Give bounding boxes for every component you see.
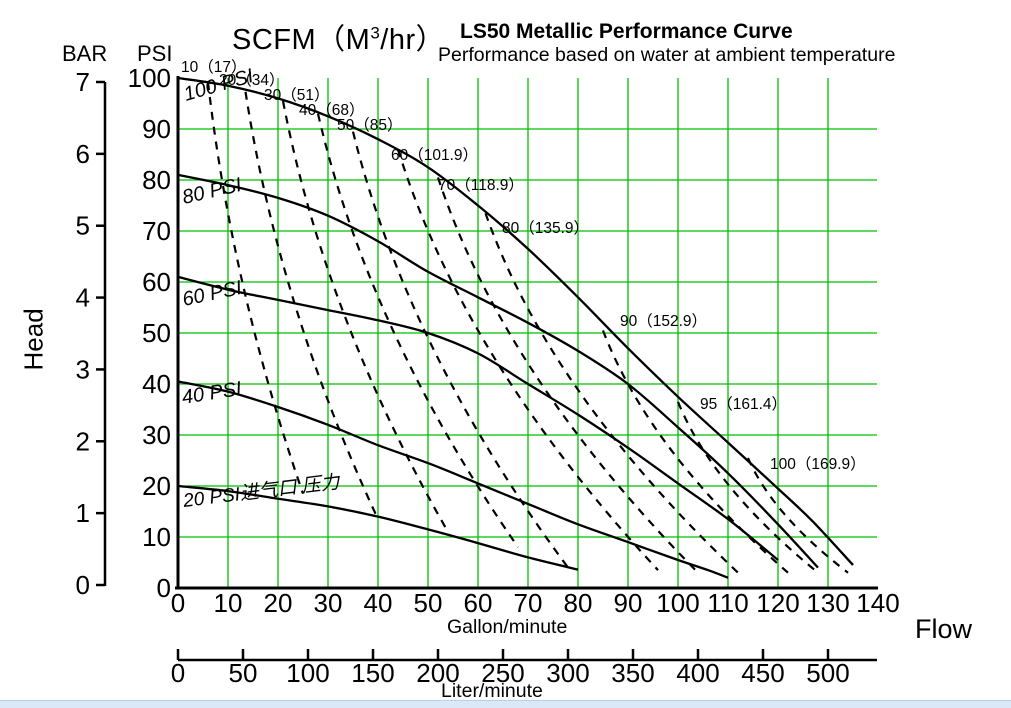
scfm-50-curve [351, 131, 569, 569]
scfm-title-suffix: /hr） [380, 24, 446, 56]
scfm-30-curve [281, 100, 449, 533]
gallon-tick-label-100: 100 [656, 588, 699, 618]
scfm-10-label: 10（17） [181, 59, 246, 76]
liter-tick-label-300: 300 [546, 658, 589, 688]
psi-tick-label-60: 60 [142, 267, 171, 297]
gallon-tick-label-30: 30 [314, 588, 343, 618]
gallon-tick-label-80: 80 [564, 588, 593, 618]
gallon-tick-label-120: 120 [756, 588, 799, 618]
scfm-90-curve [601, 330, 789, 574]
bar-axis-header: BAR [62, 41, 108, 66]
liter-axis-label: Liter/minute [441, 680, 543, 702]
gallon-tick-label-130: 130 [806, 588, 849, 618]
gallon-tick-label-10: 10 [214, 588, 243, 618]
20-psi-curve [177, 484, 579, 571]
bar-tick-label-7: 7 [76, 67, 90, 97]
liter-tick-label-450: 450 [741, 658, 784, 688]
gallon-tick-label-0: 0 [171, 588, 185, 618]
psi-tick-label-20: 20 [142, 471, 171, 501]
gallon-tick-label-140: 140 [856, 588, 899, 618]
60-psi-curve [177, 275, 779, 561]
liter-tick-label-250: 250 [481, 658, 524, 688]
gallon-tick-label-20: 20 [264, 588, 293, 618]
psi-tick-label-80: 80 [142, 165, 171, 195]
80-psi-curve [177, 173, 819, 569]
gallon-tick-label-50: 50 [414, 588, 443, 618]
psi-tick-label-0: 0 [157, 573, 171, 603]
x-axis-label-flow: Flow [915, 614, 973, 644]
scfm-20-curve [244, 91, 379, 520]
bottom-divider [0, 700, 1011, 708]
gallon-tick-label-90: 90 [614, 588, 643, 618]
gallon-tick-label-60: 60 [464, 588, 493, 618]
scfm-90-label: 90（152.9） [620, 313, 707, 330]
scfm-70-label: 70（118.9） [438, 177, 524, 194]
psi-tick-label-40: 40 [142, 369, 171, 399]
scfm-axis-title: SCFM（M3/hr） [232, 16, 445, 58]
bar-tick-label-5: 5 [76, 211, 90, 241]
scfm-60-label: 60（101.9） [391, 147, 478, 164]
20-psi-curve-label: 20 PSI进气口 压力 [181, 472, 343, 512]
liter-tick-label-100: 100 [286, 658, 329, 688]
bar-tick-label-6: 6 [76, 139, 90, 169]
psi-tick-label-70: 70 [142, 216, 171, 246]
scfm-title-prefix: SCFM（M [232, 24, 371, 56]
bar-tick-label-0: 0 [76, 570, 90, 600]
liter-tick-label-50: 50 [229, 658, 258, 688]
psi-tick-label-90: 90 [142, 114, 171, 144]
scfm-20-label: 20（34） [219, 72, 284, 89]
scfm-title-sup: 3 [370, 23, 381, 43]
gallon-tick-label-40: 40 [364, 588, 393, 618]
scfm-40-curve [316, 113, 519, 548]
psi-tick-label-50: 50 [142, 318, 171, 348]
bar-tick-label-4: 4 [76, 283, 90, 313]
psi-axis-header: PSI [137, 41, 173, 66]
bar-tick-label-1: 1 [76, 498, 90, 528]
scfm-100-label: 100（169.9） [770, 456, 866, 473]
gallon-axis-label: Gallon/minute [447, 616, 568, 638]
liter-tick-label-350: 350 [611, 658, 654, 688]
scfm-95-label: 95（161.4） [700, 396, 787, 413]
scfm-80-curve [484, 212, 739, 574]
chart-title: LS50 Metallic Performance Curve [460, 20, 793, 43]
scfm-10-curve [206, 81, 305, 494]
40-psi-curve [177, 380, 729, 579]
liter-tick-label-0: 0 [171, 658, 185, 688]
bar-tick-label-3: 3 [76, 354, 90, 384]
scfm-30-label: 30（51） [264, 87, 329, 104]
100-psi-curve [177, 76, 854, 566]
liter-tick-label-200: 200 [416, 658, 459, 688]
liter-tick-label-150: 150 [351, 658, 394, 688]
scfm-60-curve [396, 149, 659, 571]
scfm-80-label: 80（135.9） [502, 220, 589, 237]
40-psi-curve-label: 40 PSI [180, 378, 243, 409]
scfm-40-label: 40（68） [299, 102, 364, 119]
liter-tick-label-500: 500 [806, 658, 849, 688]
scfm-95-curve [676, 401, 819, 574]
psi-tick-label-100: 100 [128, 63, 171, 93]
scfm-50-label: 50（85） [337, 117, 402, 134]
80-psi-curve-label: 80 PSI [180, 174, 244, 209]
gallon-tick-label-110: 110 [707, 588, 748, 618]
psi-tick-label-10: 10 [142, 522, 171, 552]
psi-tick-label-30: 30 [142, 420, 171, 450]
liter-tick-label-400: 400 [676, 658, 719, 688]
chart-subtitle: Performance based on water at ambient te… [438, 44, 896, 66]
bar-tick-label-2: 2 [76, 426, 90, 456]
gallon-tick-label-70: 70 [514, 588, 543, 618]
